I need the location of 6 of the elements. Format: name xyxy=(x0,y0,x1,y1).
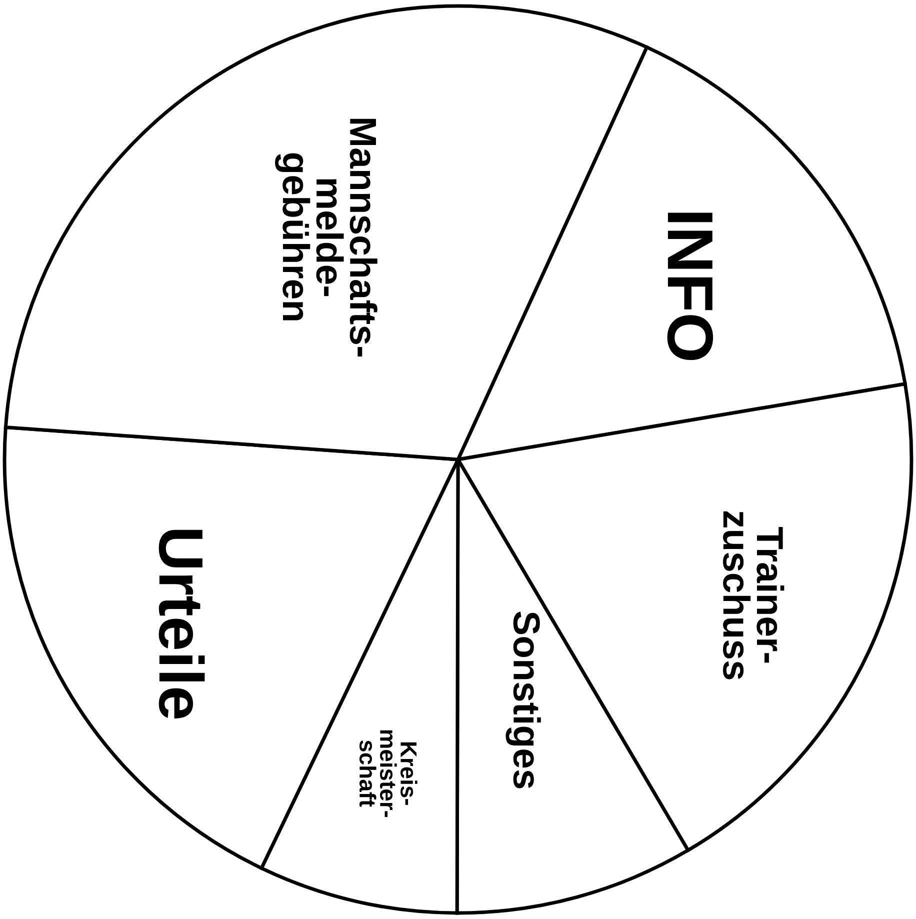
slice-label: Trainer- zuschuss xyxy=(723,511,784,680)
slice-label: Kreis- meister- schaft xyxy=(359,730,418,817)
slice-label: Urteile xyxy=(158,530,205,718)
slice-label: INFO xyxy=(667,212,714,360)
slice-label: Sonstiges xyxy=(506,612,541,788)
slice-label: Mannschafts- melde- gebühren xyxy=(275,118,378,357)
